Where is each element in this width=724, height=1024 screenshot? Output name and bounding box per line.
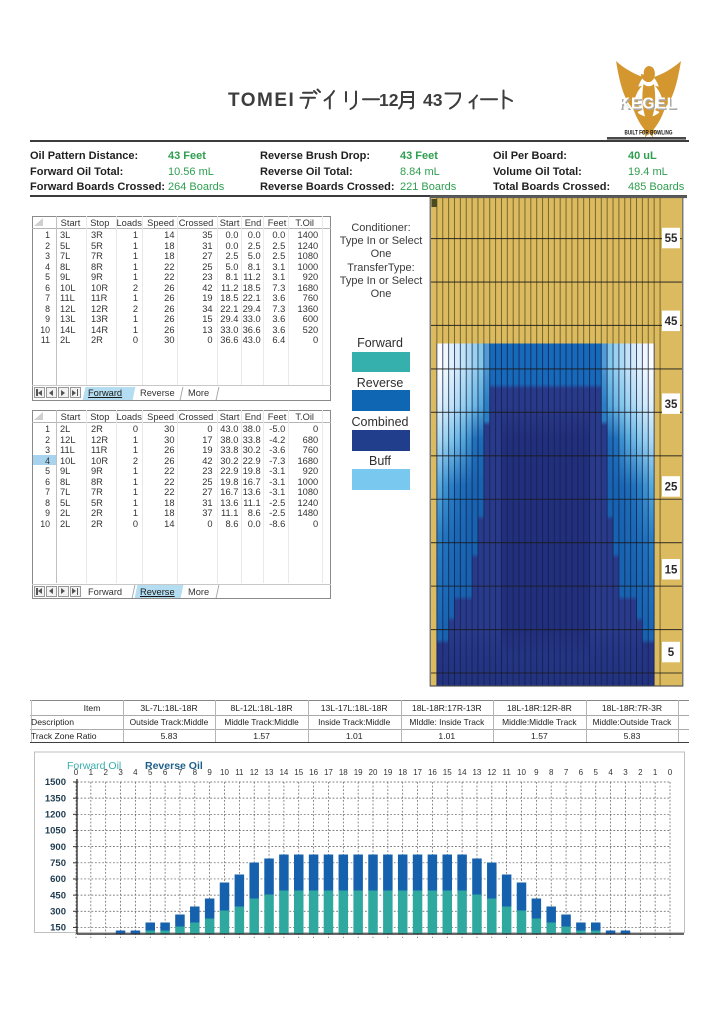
- svg-text:6: 6: [163, 768, 168, 777]
- svg-text:KEGEL: KEGEL: [619, 96, 677, 113]
- svg-text:16: 16: [309, 768, 318, 777]
- svg-text:8: 8: [193, 768, 198, 777]
- svg-text:15: 15: [665, 564, 678, 576]
- svg-text:15: 15: [443, 768, 452, 777]
- svg-text:5: 5: [148, 768, 153, 777]
- svg-text:17: 17: [413, 768, 422, 777]
- svg-text:3: 3: [623, 768, 628, 777]
- svg-text:3: 3: [118, 768, 123, 777]
- svg-text:8: 8: [549, 768, 554, 777]
- svg-text:5: 5: [668, 647, 675, 659]
- svg-text:KEGEL: KEGEL: [620, 97, 678, 114]
- svg-text:1050: 1050: [45, 826, 66, 837]
- svg-text:19: 19: [383, 768, 392, 777]
- svg-text:11: 11: [502, 768, 511, 777]
- svg-text:150: 150: [50, 923, 66, 934]
- svg-text:Reverse Oil: Reverse Oil: [145, 760, 203, 772]
- svg-text:55: 55: [665, 233, 678, 245]
- svg-text:450: 450: [50, 890, 66, 901]
- svg-text:1: 1: [653, 768, 658, 777]
- svg-text:4: 4: [608, 768, 613, 777]
- svg-text:9: 9: [207, 768, 212, 777]
- svg-text:15: 15: [294, 768, 303, 777]
- svg-text:14: 14: [458, 768, 467, 777]
- svg-text:10: 10: [220, 768, 229, 777]
- svg-text:2: 2: [103, 768, 108, 777]
- svg-text:10: 10: [517, 768, 526, 777]
- svg-text:25: 25: [665, 482, 678, 494]
- svg-text:TOMEI: TOMEI: [228, 90, 295, 111]
- svg-text:5: 5: [594, 768, 599, 777]
- svg-text:Forward Oil: Forward Oil: [67, 760, 121, 772]
- svg-text:2: 2: [638, 768, 643, 777]
- svg-text:900: 900: [50, 842, 66, 853]
- svg-text:1350: 1350: [45, 793, 66, 804]
- svg-text:9: 9: [534, 768, 539, 777]
- svg-text:750: 750: [50, 858, 66, 869]
- svg-text:4: 4: [133, 768, 138, 777]
- svg-text:16: 16: [428, 768, 437, 777]
- svg-text:13: 13: [265, 768, 274, 777]
- svg-text:17: 17: [324, 768, 333, 777]
- svg-text:14: 14: [279, 768, 288, 777]
- svg-text:0: 0: [74, 768, 79, 777]
- svg-text:12: 12: [487, 768, 496, 777]
- svg-text:7: 7: [564, 768, 569, 777]
- svg-text:1: 1: [89, 768, 94, 777]
- svg-text:20: 20: [369, 768, 378, 777]
- svg-text:11: 11: [235, 768, 244, 777]
- svg-text:1200: 1200: [45, 810, 66, 821]
- svg-text:300: 300: [50, 906, 66, 917]
- svg-text:BUILT FOR BOWLING: BUILT FOR BOWLING: [625, 130, 673, 137]
- svg-text:12: 12: [250, 768, 259, 777]
- svg-text:18: 18: [339, 768, 348, 777]
- svg-text:600: 600: [50, 874, 66, 885]
- svg-text:1500: 1500: [45, 777, 66, 788]
- svg-text:35: 35: [665, 399, 678, 411]
- svg-text:7: 7: [178, 768, 183, 777]
- svg-text:0: 0: [668, 768, 673, 777]
- svg-text:12: 12: [379, 90, 399, 110]
- svg-text:45: 45: [665, 316, 678, 328]
- svg-text:19: 19: [354, 768, 363, 777]
- svg-text:43: 43: [423, 90, 443, 110]
- svg-text:18: 18: [398, 768, 407, 777]
- svg-text:13: 13: [472, 768, 481, 777]
- svg-text:6: 6: [579, 768, 584, 777]
